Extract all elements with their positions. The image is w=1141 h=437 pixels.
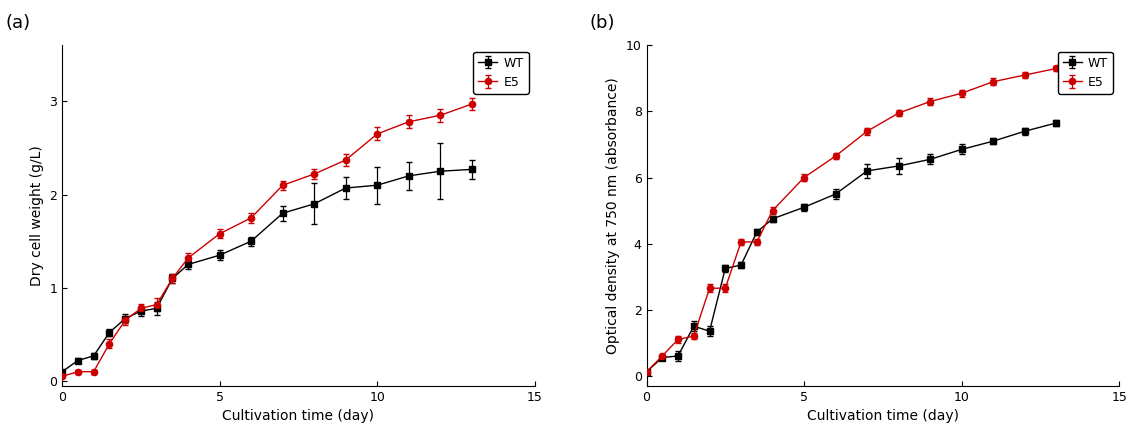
Text: (b): (b)	[590, 14, 615, 32]
Y-axis label: Dry cell weight (g/L): Dry cell weight (g/L)	[30, 145, 43, 286]
X-axis label: Cultivation time (day): Cultivation time (day)	[222, 409, 374, 423]
Text: (a): (a)	[6, 14, 31, 32]
X-axis label: Cultivation time (day): Cultivation time (day)	[807, 409, 958, 423]
Legend: WT, E5: WT, E5	[1058, 52, 1112, 94]
Legend: WT, E5: WT, E5	[474, 52, 528, 94]
Y-axis label: Optical density at 750 nm (absorbance): Optical density at 750 nm (absorbance)	[606, 77, 621, 354]
